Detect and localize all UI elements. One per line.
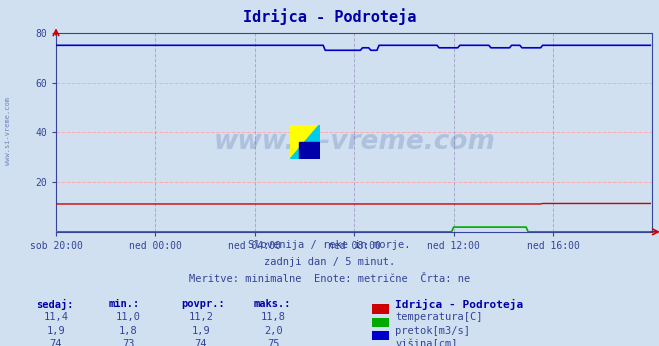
Text: pretok[m3/s]: pretok[m3/s] xyxy=(395,326,471,336)
Text: 11,4: 11,4 xyxy=(43,312,69,322)
Text: 11,2: 11,2 xyxy=(188,312,214,322)
Text: 74: 74 xyxy=(50,339,62,346)
Text: Idrijca - Podroteja: Idrijca - Podroteja xyxy=(395,299,524,310)
Text: povpr.:: povpr.: xyxy=(181,299,225,309)
Text: Meritve: minimalne  Enote: metrične  Črta: ne: Meritve: minimalne Enote: metrične Črta:… xyxy=(189,274,470,284)
Text: min.:: min.: xyxy=(109,299,140,309)
Text: 73: 73 xyxy=(123,339,134,346)
Text: 1,8: 1,8 xyxy=(119,326,138,336)
Text: zadnji dan / 5 minut.: zadnji dan / 5 minut. xyxy=(264,257,395,267)
Text: Slovenija / reke in morje.: Slovenija / reke in morje. xyxy=(248,240,411,251)
Text: 11,0: 11,0 xyxy=(116,312,141,322)
Text: temperatura[C]: temperatura[C] xyxy=(395,312,483,322)
Text: 11,8: 11,8 xyxy=(261,312,286,322)
Text: 75: 75 xyxy=(268,339,279,346)
Text: 1,9: 1,9 xyxy=(192,326,210,336)
Polygon shape xyxy=(290,125,320,159)
Text: www.si-vreme.com: www.si-vreme.com xyxy=(214,129,495,155)
Text: 74: 74 xyxy=(195,339,207,346)
Polygon shape xyxy=(299,142,320,159)
Text: 2,0: 2,0 xyxy=(264,326,283,336)
Polygon shape xyxy=(290,125,320,159)
Text: maks.:: maks.: xyxy=(254,299,291,309)
Text: višina[cm]: višina[cm] xyxy=(395,339,458,346)
Text: www.si-vreme.com: www.si-vreme.com xyxy=(5,98,11,165)
Text: Idrijca - Podroteja: Idrijca - Podroteja xyxy=(243,9,416,26)
Text: 1,9: 1,9 xyxy=(47,326,65,336)
Text: sedaj:: sedaj: xyxy=(36,299,74,310)
